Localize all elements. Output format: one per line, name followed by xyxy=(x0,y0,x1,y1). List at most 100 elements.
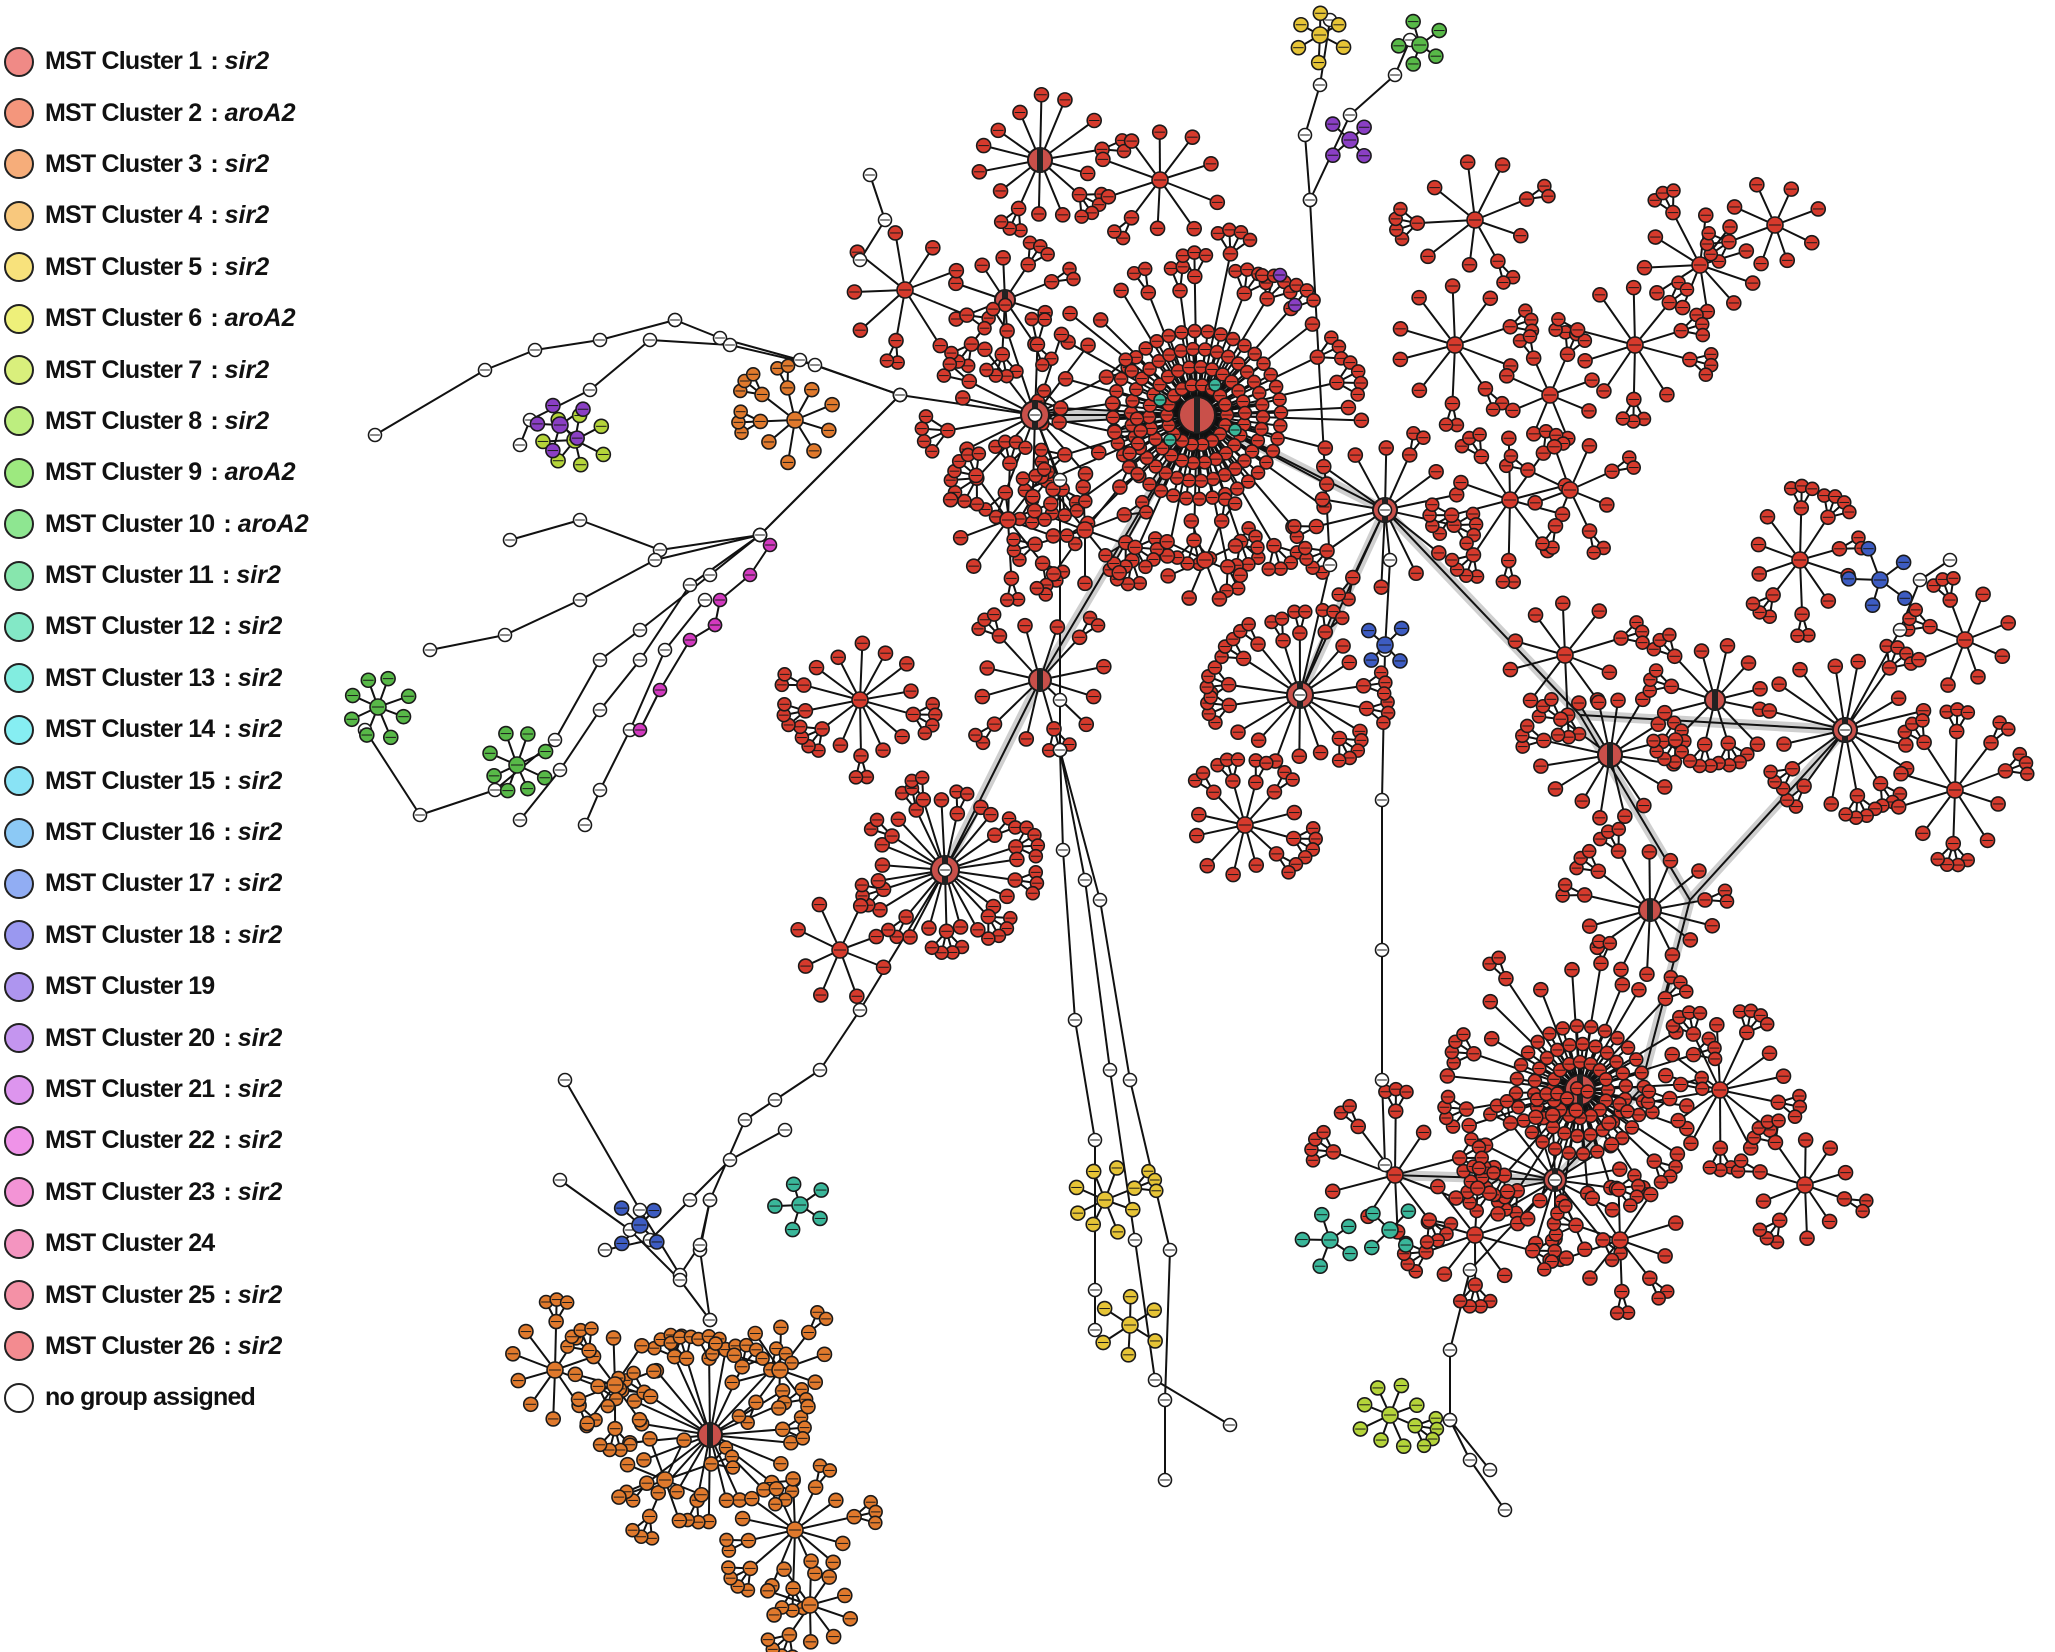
legend-label: MST Cluster 4 xyxy=(45,201,202,230)
legend-separator: : xyxy=(223,663,232,692)
edge xyxy=(1954,731,1958,791)
edge xyxy=(664,599,706,651)
legend-item: MST Cluster 12: sir2 xyxy=(4,601,344,652)
edge xyxy=(1394,1111,1397,1176)
edge xyxy=(1671,1053,1721,1091)
legend-separator: : xyxy=(223,869,232,898)
edge xyxy=(1799,559,1804,615)
edge xyxy=(1332,1174,1396,1193)
legend-separator: : xyxy=(210,201,219,230)
edge xyxy=(559,709,601,771)
legend-gene: sir2 xyxy=(237,663,283,692)
legend-gene: sir2 xyxy=(237,1177,283,1206)
legend-item: MST Cluster 14: sir2 xyxy=(4,704,344,755)
legend-separator: : xyxy=(223,1023,232,1052)
edge xyxy=(805,699,861,712)
edge xyxy=(859,289,906,331)
legend-gene: aroA2 xyxy=(224,458,296,487)
edge xyxy=(1437,1185,1476,1236)
edge xyxy=(519,769,561,821)
edge xyxy=(771,1529,796,1587)
hub-node-mark xyxy=(1607,743,1613,767)
hub-node-mark xyxy=(1037,148,1043,172)
edge xyxy=(559,1179,631,1231)
edge xyxy=(1472,499,1511,556)
edge xyxy=(709,1369,772,1436)
edge xyxy=(1529,654,1566,702)
legend-label: MST Cluster 8 xyxy=(45,406,202,435)
edge xyxy=(1007,475,1043,521)
edge xyxy=(1564,654,1599,701)
edge xyxy=(1579,714,1846,731)
edge xyxy=(374,369,486,436)
edge xyxy=(1304,84,1321,136)
edge xyxy=(859,699,884,751)
hub-node-mark xyxy=(1194,397,1200,433)
edge xyxy=(1719,1075,1784,1091)
edge xyxy=(904,269,957,291)
edge xyxy=(1074,1019,1096,1141)
edge xyxy=(1159,179,1218,204)
edge xyxy=(1507,499,1511,561)
legend-swatch xyxy=(4,457,34,488)
legend-swatch xyxy=(4,1331,34,1362)
legend-label: MST Cluster 15 xyxy=(45,766,215,795)
hub-node-mark xyxy=(1712,690,1718,710)
legend-item: MST Cluster 10: aroA2 xyxy=(4,499,344,550)
edge xyxy=(1564,610,1601,656)
edge xyxy=(944,679,1041,871)
edge xyxy=(1690,1089,1721,1144)
legend-swatch xyxy=(4,817,34,848)
edge xyxy=(972,519,1009,567)
legend-swatch xyxy=(4,46,34,77)
legend-item: MST Cluster 19 xyxy=(4,961,344,1012)
edge xyxy=(1084,879,1111,1071)
edge xyxy=(819,1009,861,1071)
legend-separator: : xyxy=(223,818,232,847)
edge xyxy=(1844,709,1924,731)
legend-gene: sir2 xyxy=(237,818,283,847)
edge xyxy=(1554,1179,1604,1241)
edge xyxy=(1164,1249,1171,1401)
legend-gene: aroA2 xyxy=(224,304,296,333)
legend-label: MST Cluster 19 xyxy=(45,972,215,1001)
legend-label: MST Cluster 23 xyxy=(45,1177,215,1206)
legend-item: MST Cluster 16: sir2 xyxy=(4,807,344,858)
legend-separator: : xyxy=(210,47,219,76)
legend-gene: sir2 xyxy=(237,869,283,898)
edge xyxy=(639,584,691,661)
edge xyxy=(1102,158,1161,181)
edge xyxy=(673,1356,711,1436)
edge xyxy=(1634,344,1668,396)
edge xyxy=(859,652,887,701)
edge xyxy=(679,1279,711,1321)
edge xyxy=(1672,212,1701,266)
edge xyxy=(599,319,676,341)
edge xyxy=(1454,297,1492,346)
edge xyxy=(639,689,661,731)
edge xyxy=(1509,484,1566,501)
legend-swatch xyxy=(4,1023,34,1054)
legend-label: MST Cluster 14 xyxy=(45,715,215,744)
edge xyxy=(859,699,863,756)
edge xyxy=(1665,1074,1721,1091)
legend-gene: sir2 xyxy=(237,1075,283,1103)
edge xyxy=(534,339,601,351)
legend-label: MST Cluster 2 xyxy=(45,98,202,127)
legend-item: MST Cluster 9: aroA2 xyxy=(4,447,344,498)
edge xyxy=(707,1434,711,1522)
edge xyxy=(1474,1234,1533,1252)
edge xyxy=(1454,344,1511,367)
legend-item: MST Cluster 23: sir2 xyxy=(4,1167,344,1218)
edge xyxy=(792,1529,796,1589)
edge xyxy=(1564,654,1569,716)
legend-item: MST Cluster 17: sir2 xyxy=(4,858,344,909)
edge xyxy=(1565,1239,1621,1260)
legend-gene: sir2 xyxy=(237,1280,283,1309)
edge xyxy=(1952,789,1956,844)
legend-label: MST Cluster 12 xyxy=(45,612,215,641)
legend-gene: sir2 xyxy=(237,766,283,795)
edge xyxy=(659,534,761,551)
edge xyxy=(364,729,421,816)
edge xyxy=(1206,824,1246,867)
